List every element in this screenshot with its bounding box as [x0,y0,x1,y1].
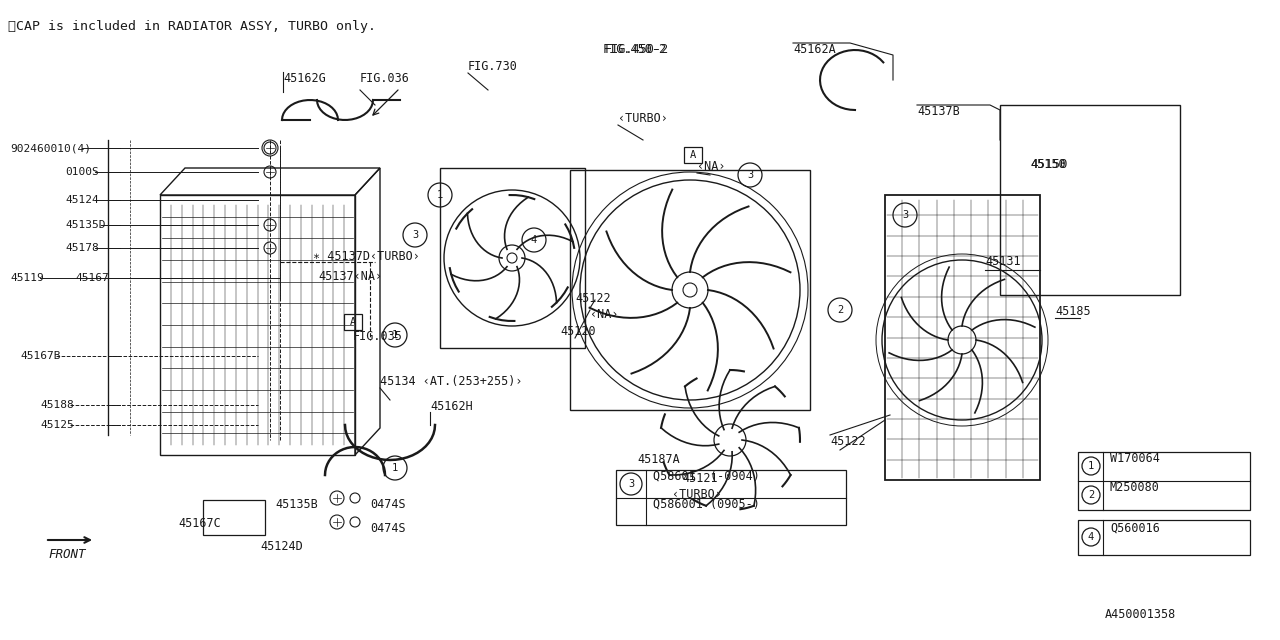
Bar [344,314,362,330]
Text: 45125: 45125 [40,420,74,430]
Text: 45162H: 45162H [430,400,472,413]
Text: 2: 2 [1088,490,1094,500]
Text: 45185: 45185 [1055,305,1091,318]
Text: 45135D: 45135D [65,220,105,230]
Text: ‹TURBO›: ‹TURBO› [672,488,722,501]
Text: 1: 1 [392,463,398,473]
Bar [1078,452,1251,510]
Bar [884,195,1039,480]
Text: ‹NA›: ‹NA› [698,160,726,173]
Text: A: A [690,150,696,160]
Text: FIG.450-2: FIG.450-2 [603,43,667,56]
Text: Q560016: Q560016 [1110,522,1160,535]
Text: 3: 3 [902,210,908,220]
Text: 0474S: 0474S [370,498,406,511]
Text: ※CAP is included in RADIATOR ASSY, TURBO only.: ※CAP is included in RADIATOR ASSY, TURBO… [8,20,376,33]
Text: 4: 4 [1088,532,1094,542]
Text: 45162A: 45162A [794,43,836,56]
Bar [570,170,810,410]
Text: 3: 3 [746,170,753,180]
Text: 1: 1 [392,330,398,340]
Text: A: A [349,317,356,327]
Text: 45121: 45121 [682,472,718,485]
Text: A450001358: A450001358 [1105,608,1176,621]
Text: Q586001 (0905-): Q586001 (0905-) [653,497,760,511]
Text: 45131: 45131 [986,255,1020,268]
Bar [616,470,846,525]
Text: ‹NA›: ‹NA› [590,308,618,321]
Text: 2: 2 [837,305,844,315]
Text: 902460010(4): 902460010(4) [10,143,91,153]
Text: 45150: 45150 [1030,158,1066,171]
Text: ∗ 45137D‹TURBO›: ∗ 45137D‹TURBO› [314,250,420,263]
Text: 45122: 45122 [829,435,865,448]
Text: 45167B: 45167B [20,351,60,361]
Text: 0100S: 0100S [65,167,99,177]
Text: FIG.035: FIG.035 [353,330,403,343]
Text: FRONT: FRONT [49,548,86,561]
Text: 45188: 45188 [40,400,74,410]
Text: 45162G: 45162G [283,72,325,85]
Bar [204,500,265,535]
Text: 0474S: 0474S [370,522,406,535]
Text: 45120: 45120 [561,325,595,338]
Text: 3: 3 [412,230,419,240]
Bar [440,168,585,348]
Text: 45137‹NA›: 45137‹NA› [317,270,383,283]
Bar [1000,105,1180,295]
Text: 45150: 45150 [1030,158,1068,171]
Text: 45137B: 45137B [916,105,960,118]
Text: FIG.450-2: FIG.450-2 [605,43,669,56]
Text: 45122: 45122 [575,292,611,305]
Text: 45167: 45167 [76,273,109,283]
Text: 4: 4 [531,235,538,245]
Text: 1: 1 [436,190,443,200]
Text: W170064: W170064 [1110,452,1160,465]
Text: 45124: 45124 [65,195,99,205]
Text: 45134 ‹AT.(253+255)›: 45134 ‹AT.(253+255)› [380,375,522,388]
Text: 3: 3 [628,479,634,489]
Text: ‹TURBO›: ‹TURBO› [618,112,668,125]
Bar [1078,520,1251,555]
Text: 45119: 45119 [10,273,44,283]
Text: 45135B: 45135B [275,498,317,511]
Text: FIG.036: FIG.036 [360,72,410,85]
Text: 1: 1 [1088,461,1094,471]
Text: FIG.730: FIG.730 [468,60,518,73]
Text: 45124D: 45124D [260,540,303,553]
Bar [684,147,701,163]
Text: 45178: 45178 [65,243,99,253]
Text: Q58601  (-0904): Q58601 (-0904) [653,470,760,483]
Text: M250080: M250080 [1110,481,1160,494]
Text: 45187A: 45187A [637,453,680,466]
Text: 45167C: 45167C [178,517,220,530]
